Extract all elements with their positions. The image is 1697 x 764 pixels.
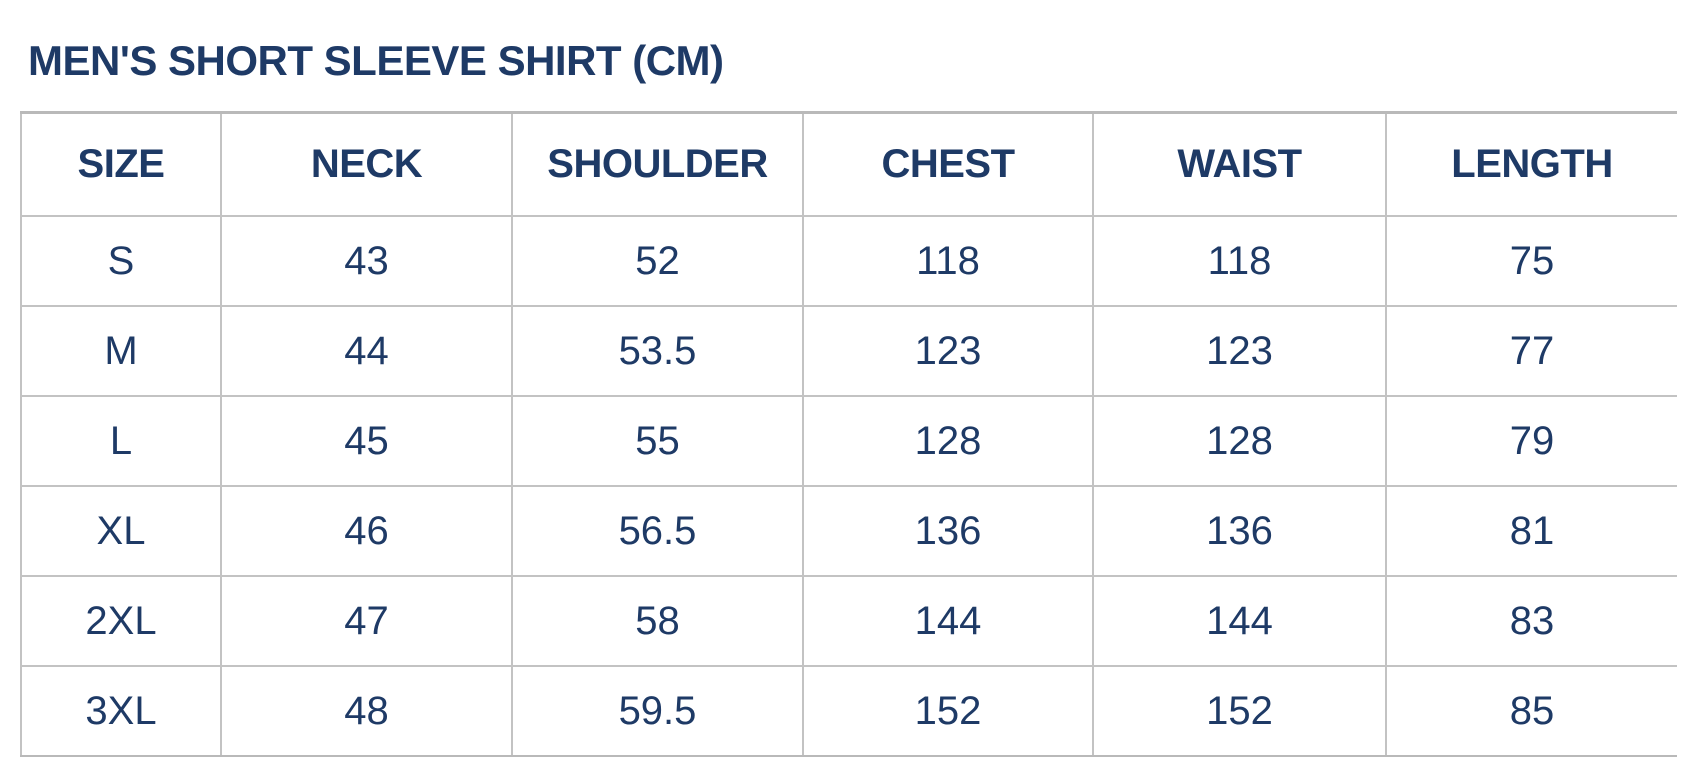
column-header-waist: WAIST bbox=[1092, 111, 1387, 217]
measurement-cell: 44 bbox=[220, 305, 513, 397]
column-header-size: SIZE bbox=[20, 111, 222, 217]
measurement-cell: 85 bbox=[1385, 665, 1677, 757]
column-header-neck: NECK bbox=[220, 111, 513, 217]
empty-cell bbox=[802, 756, 1094, 757]
size-label-cell: L bbox=[20, 395, 222, 487]
measurement-cell: 128 bbox=[1092, 395, 1387, 487]
measurement-cell: 75 bbox=[1385, 215, 1677, 307]
table-row-3xl: 3XL 48 59.5 152 152 85 bbox=[20, 665, 1677, 757]
measurement-cell: 56.5 bbox=[511, 485, 804, 577]
measurement-cell: 152 bbox=[802, 665, 1094, 757]
empty-cell bbox=[1385, 756, 1677, 757]
size-label-cell: 3XL bbox=[20, 665, 222, 757]
measurement-cell: 118 bbox=[802, 215, 1094, 307]
measurement-cell: 123 bbox=[802, 305, 1094, 397]
empty-cell bbox=[220, 756, 513, 757]
size-label-cell: S bbox=[20, 215, 222, 307]
measurement-cell: 46 bbox=[220, 485, 513, 577]
table-row-l: L 45 55 128 128 79 bbox=[20, 395, 1677, 487]
measurement-cell: 83 bbox=[1385, 575, 1677, 667]
empty-cell bbox=[20, 756, 222, 757]
page-title: MEN'S SHORT SLEEVE SHIRT (CM) bbox=[28, 37, 724, 84]
measurement-cell: 47 bbox=[220, 575, 513, 667]
column-header-chest: CHEST bbox=[802, 111, 1094, 217]
table-row-m: M 44 53.5 123 123 77 bbox=[20, 305, 1677, 397]
measurement-cell: 59.5 bbox=[511, 665, 804, 757]
table-row-xl: XL 46 56.5 136 136 81 bbox=[20, 485, 1677, 577]
size-chart-table: SIZE NECK SHOULDER CHEST WAIST LENGTH S 43 52 11… bbox=[20, 111, 1677, 757]
measurement-cell: 118 bbox=[1092, 215, 1387, 307]
measurement-cell: 128 bbox=[802, 395, 1094, 487]
measurement-cell: 81 bbox=[1385, 485, 1677, 577]
measurement-cell: 45 bbox=[220, 395, 513, 487]
table-row-partial bbox=[20, 756, 1677, 757]
measurement-cell: 144 bbox=[802, 575, 1094, 667]
size-chart-table-wrapper: SIZE NECK SHOULDER CHEST WAIST LENGTH S 43 52 11… bbox=[20, 111, 1677, 757]
measurement-cell: 48 bbox=[220, 665, 513, 757]
measurement-cell: 144 bbox=[1092, 575, 1387, 667]
measurement-cell: 136 bbox=[802, 485, 1094, 577]
measurement-cell: 58 bbox=[511, 575, 804, 667]
column-header-length: LENGTH bbox=[1385, 111, 1677, 217]
measurement-cell: 152 bbox=[1092, 665, 1387, 757]
size-label-cell: 2XL bbox=[20, 575, 222, 667]
empty-cell bbox=[511, 756, 804, 757]
size-label-cell: XL bbox=[20, 485, 222, 577]
measurement-cell: 55 bbox=[511, 395, 804, 487]
table-header-row: SIZE NECK SHOULDER CHEST WAIST LENGTH bbox=[20, 111, 1677, 217]
size-label-cell: M bbox=[20, 305, 222, 397]
measurement-cell: 77 bbox=[1385, 305, 1677, 397]
measurement-cell: 136 bbox=[1092, 485, 1387, 577]
table-row-s: S 43 52 118 118 75 bbox=[20, 215, 1677, 307]
measurement-cell: 43 bbox=[220, 215, 513, 307]
measurement-cell: 79 bbox=[1385, 395, 1677, 487]
empty-cell bbox=[1092, 756, 1387, 757]
measurement-cell: 52 bbox=[511, 215, 804, 307]
column-header-shoulder: SHOULDER bbox=[511, 111, 804, 217]
measurement-cell: 123 bbox=[1092, 305, 1387, 397]
measurement-cell: 53.5 bbox=[511, 305, 804, 397]
table-row-2xl: 2XL 47 58 144 144 83 bbox=[20, 575, 1677, 667]
